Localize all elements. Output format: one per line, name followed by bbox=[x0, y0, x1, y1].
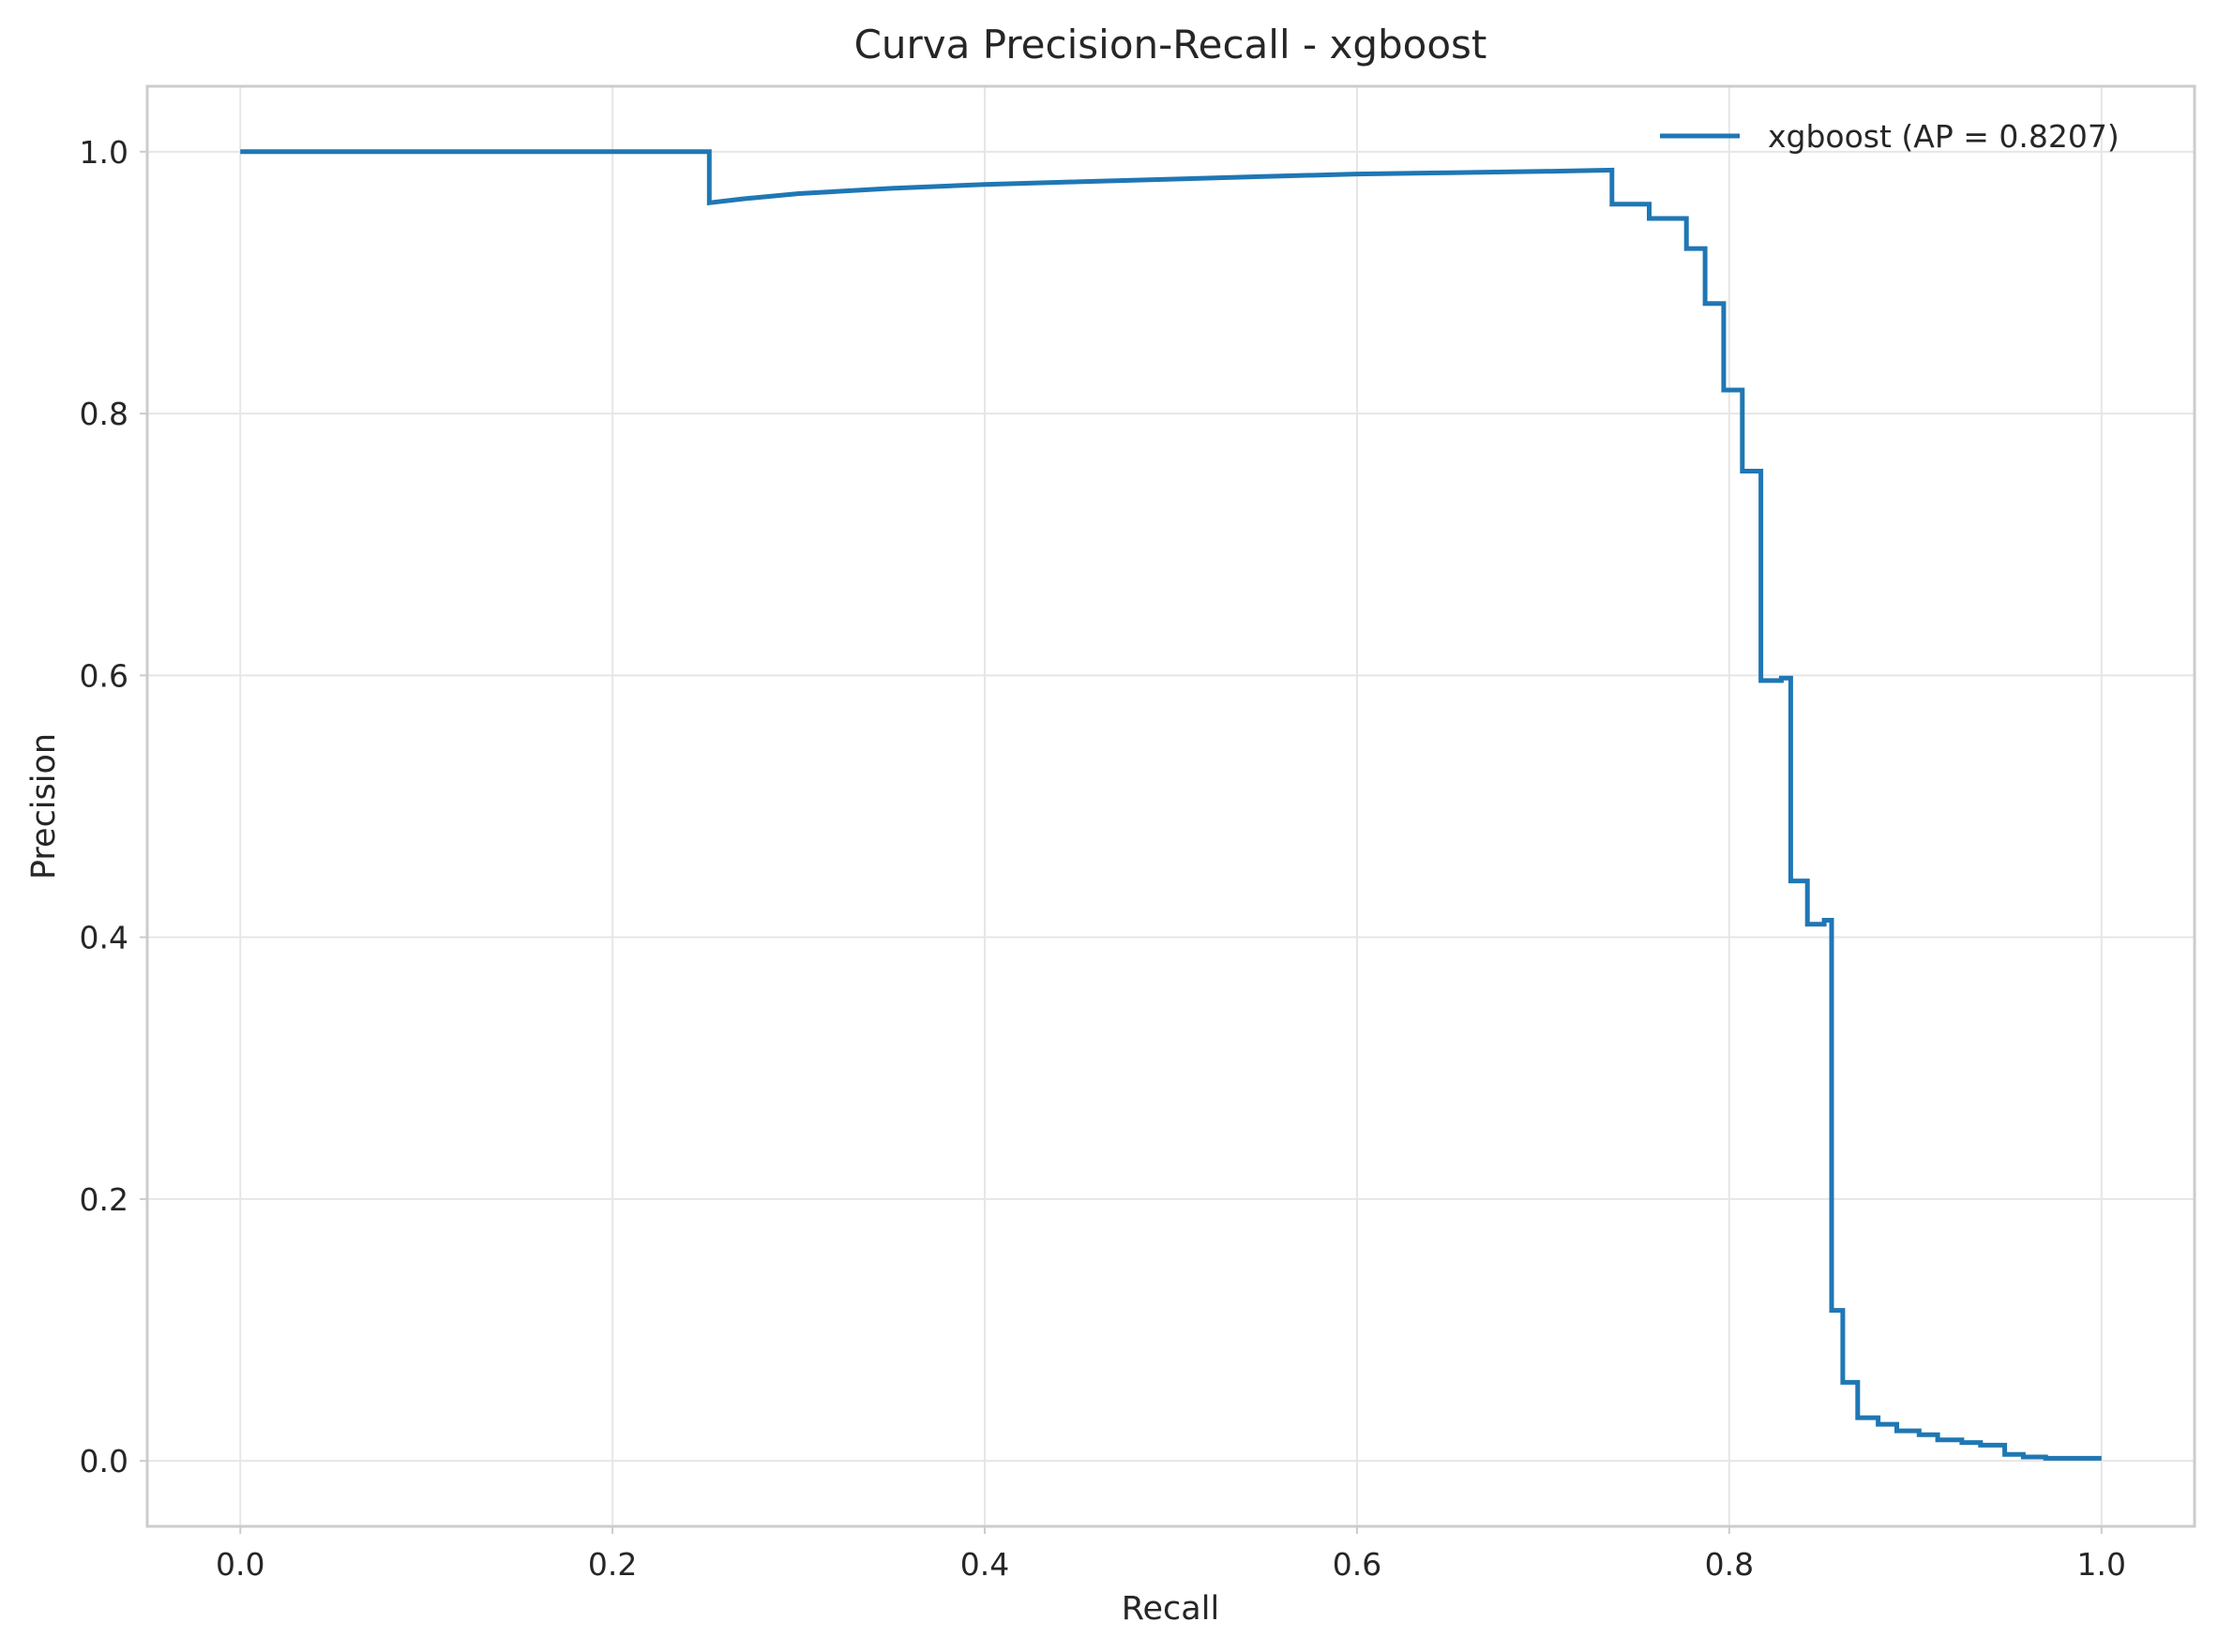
legend-entry-label: xgboost (AP = 0.8207) bbox=[1768, 118, 2120, 155]
axis-ticks: 0.0 0.2 0.4 0.6 0.8 1.0 0.0 0.2 0.4 0.6 0.8 1.0 bbox=[80, 134, 2126, 1583]
series-line-xgboost bbox=[240, 149, 2102, 1461]
chart-title: Curva Precision-Recall - xgboost bbox=[854, 22, 1487, 68]
x-tick-label: 1.0 bbox=[2077, 1546, 2126, 1583]
y-tick-label: 1.0 bbox=[80, 134, 128, 171]
series-layer bbox=[240, 149, 2102, 1461]
x-tick-label: 0.4 bbox=[960, 1546, 1009, 1583]
x-tick-label: 0.2 bbox=[588, 1546, 637, 1583]
y-tick-label: 0.8 bbox=[80, 396, 128, 432]
y-tick-label: 0.0 bbox=[80, 1443, 128, 1479]
x-axis-label: Recall bbox=[1122, 1590, 1219, 1628]
legend: xgboost (AP = 0.8207) bbox=[1660, 118, 2120, 155]
x-tick-label: 0.0 bbox=[216, 1546, 264, 1583]
grid bbox=[147, 86, 2195, 1526]
y-tick-label: 0.6 bbox=[80, 657, 128, 694]
y-axis-label: Precision bbox=[25, 733, 63, 879]
x-tick-label: 0.8 bbox=[1705, 1546, 1754, 1583]
plot-frame bbox=[145, 84, 2196, 1528]
y-tick-label: 0.2 bbox=[80, 1181, 128, 1218]
y-tick-label: 0.4 bbox=[80, 920, 128, 956]
x-tick-label: 0.6 bbox=[1333, 1546, 1381, 1583]
